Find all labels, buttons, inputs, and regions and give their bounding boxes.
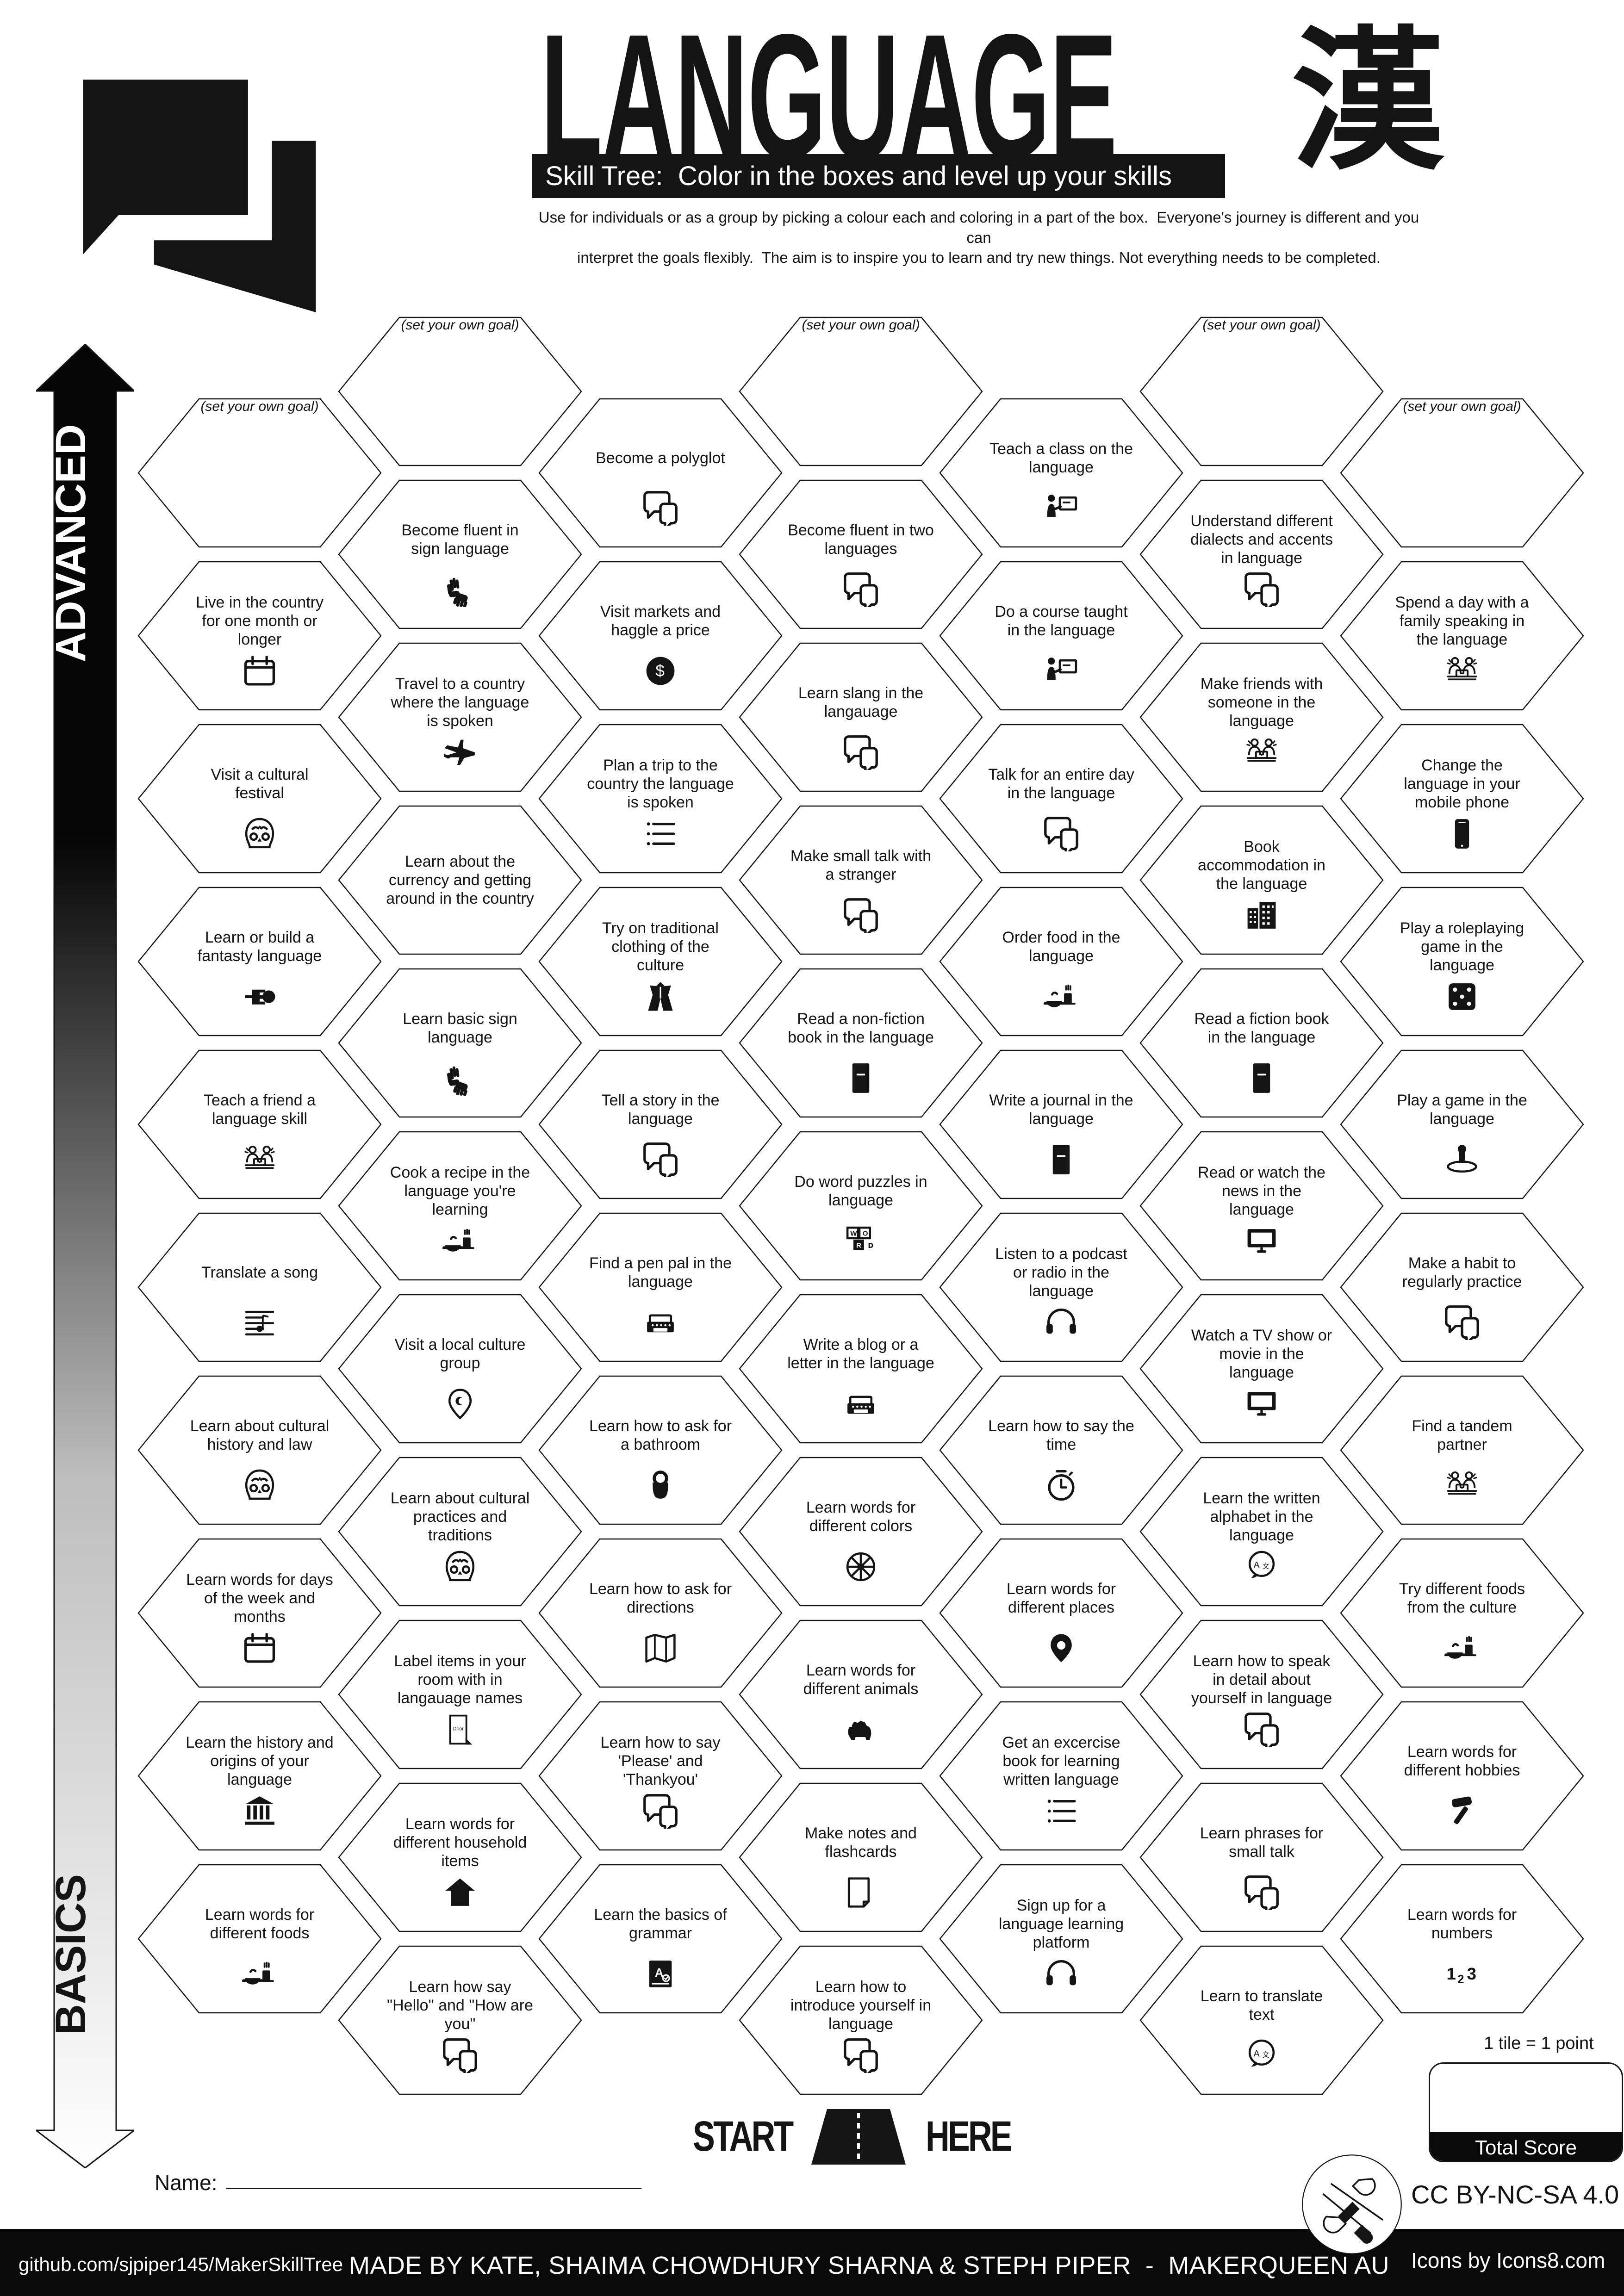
svg-text:BASICS: BASICS [47, 1874, 94, 2035]
svg-text:ADVANCED: ADVANCED [47, 424, 94, 663]
